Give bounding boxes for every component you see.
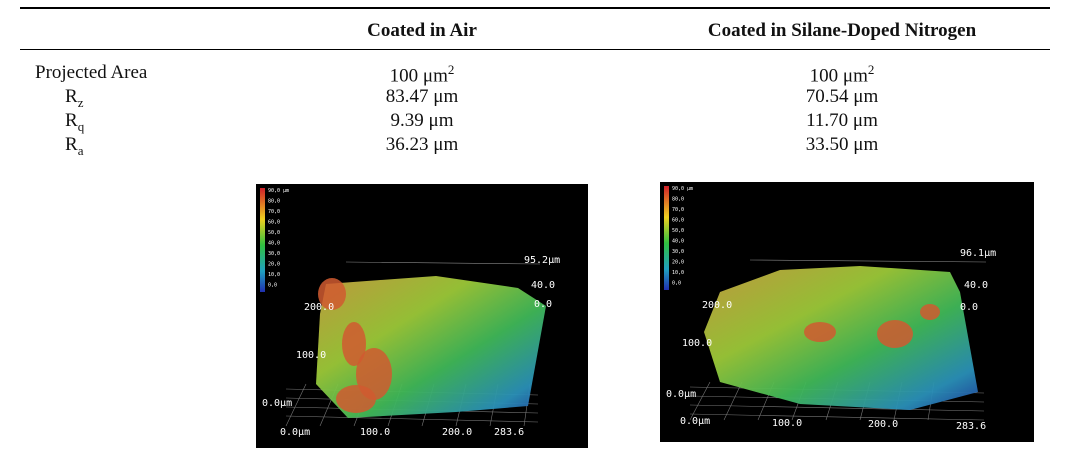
- cell-text: R: [65, 110, 78, 131]
- axis-label: 283.6: [494, 427, 524, 438]
- table-cell: 83.47 μm: [386, 86, 458, 108]
- scale-label: 40,0: [268, 241, 280, 247]
- header-cell: Coated in Silane-Doped Nitrogen: [708, 20, 976, 42]
- cell-text: Projected Area: [35, 62, 147, 83]
- cell-sup: 2: [868, 62, 875, 77]
- cell-text: 83.47 μm: [386, 86, 458, 107]
- table-cell: 9.39 μm: [391, 110, 454, 132]
- cell-text: R: [65, 134, 78, 155]
- axis-label: 200.0: [702, 300, 732, 311]
- axis-label: 283.6: [956, 421, 986, 432]
- axis-label: 40.0: [531, 280, 555, 291]
- cell-text: 70.54 μm: [806, 86, 878, 107]
- axis-label: 96.1μm: [960, 248, 996, 259]
- peak: [336, 385, 376, 413]
- cell-text: 9.39 μm: [391, 110, 454, 131]
- cell-text: 36.23 μm: [386, 134, 458, 155]
- scale-label: 60,0: [268, 220, 280, 226]
- axis-label: 100.0: [772, 418, 802, 429]
- color-scale: [664, 186, 669, 290]
- header-rule: [20, 49, 1050, 50]
- table-cell: Rz: [65, 86, 83, 111]
- axis-label: 0.0μm: [280, 427, 310, 438]
- scale-label: 70,0: [672, 207, 684, 213]
- scale-label: 80,0: [672, 197, 684, 203]
- axis-label: 0.0μm: [680, 416, 710, 427]
- scale-label: 80,0: [268, 199, 280, 205]
- cell-text: R: [65, 86, 78, 107]
- peak: [920, 304, 940, 320]
- peak: [877, 320, 913, 348]
- axis-label: 0.0: [960, 302, 978, 313]
- scale-label: 50,0: [672, 228, 684, 234]
- axis-label: 0.0μm: [666, 389, 696, 400]
- axis-label: 200.0: [442, 427, 472, 438]
- scale-label: 10,0: [268, 272, 280, 278]
- table-cell: 70.54 μm: [806, 86, 878, 108]
- scale-label: 40,0: [672, 239, 684, 245]
- surface-image: 90,0 μm 80,0 70,0 60,0 50,0 40,0 30,0 20,0 10,0 0…: [660, 182, 1034, 442]
- scale-label: 20,0: [268, 262, 280, 268]
- peak: [804, 322, 836, 342]
- axis-label: 40.0: [964, 280, 988, 291]
- axis-label: 0.0μm: [262, 398, 292, 409]
- axis-label: 0.0: [534, 299, 552, 310]
- scale-label: 70,0: [268, 209, 280, 215]
- table-cell: Rq: [65, 110, 84, 135]
- cell-text: 100 μm: [810, 65, 868, 86]
- color-scale: [260, 188, 265, 292]
- cell-text: 33.50 μm: [806, 134, 878, 155]
- axis-label: 100.0: [682, 338, 712, 349]
- table-cell: 33.50 μm: [806, 134, 878, 156]
- surface-image: 90,0 μm 80,0 70,0 60,0 50,0 40,0 30,0 20,0 10,0 0…: [256, 184, 588, 448]
- surface: [704, 266, 978, 410]
- scale-label: 90,0 μm: [672, 186, 693, 192]
- cell-text: 100 μm: [390, 65, 448, 86]
- axis-label: 100.0: [296, 350, 326, 361]
- cell-sup: 2: [448, 62, 455, 77]
- scale-label: 0,0: [672, 281, 681, 287]
- table-cell: 11.70 μm: [806, 110, 878, 132]
- scale-label: 10,0: [672, 270, 684, 276]
- header-cell: Coated in Air: [367, 20, 477, 42]
- table-cell: Projected Area: [35, 62, 147, 84]
- cell-sub: a: [78, 143, 84, 158]
- scale-label: 90,0 μm: [268, 188, 289, 194]
- axis-label: 95.2μm: [524, 255, 560, 266]
- axis-label: 100.0: [360, 427, 390, 438]
- axis-label: 200.0: [304, 302, 334, 313]
- table-cell: Ra: [65, 134, 83, 159]
- scale-label: 20,0: [672, 260, 684, 266]
- page: Coated in Air Coated in Silane-Doped Nit…: [0, 0, 1065, 456]
- table-cell: 100 μm2: [810, 62, 875, 87]
- cell-sub: q: [78, 119, 85, 134]
- scale-label: 60,0: [672, 218, 684, 224]
- cell-text: 11.70 μm: [806, 110, 878, 131]
- table-cell: 36.23 μm: [386, 134, 458, 156]
- scale-label: 30,0: [268, 251, 280, 257]
- scale-label: 0,0: [268, 283, 277, 289]
- scale-label: 30,0: [672, 249, 684, 255]
- top-rule: [20, 7, 1050, 9]
- scale-label: 50,0: [268, 230, 280, 236]
- cell-sub: z: [78, 95, 84, 110]
- table-cell: 100 μm2: [390, 62, 455, 87]
- axis-label: 200.0: [868, 419, 898, 430]
